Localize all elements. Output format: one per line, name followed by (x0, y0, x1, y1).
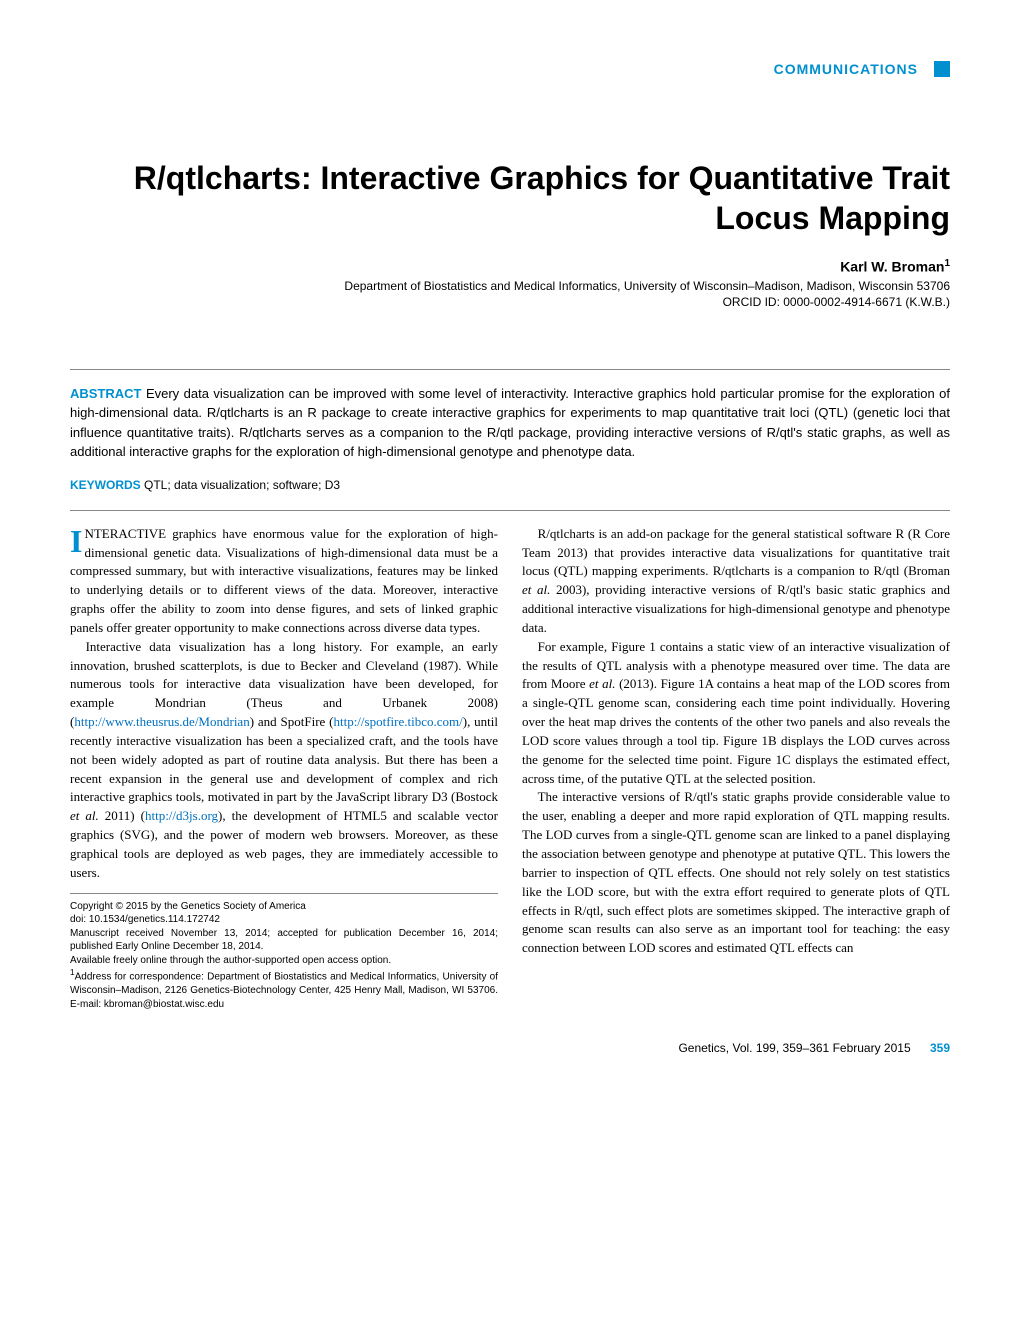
author-sup: 1 (944, 258, 950, 269)
author-name-text: Karl W. Broman (840, 259, 944, 275)
link-d3[interactable]: http://d3js.org (145, 808, 218, 823)
author-name: Karl W. Broman1 (70, 258, 950, 275)
p2-d: 2011) ( (99, 808, 145, 823)
section-square-icon (934, 61, 950, 77)
footnote-doi: doi: 10.1534/genetics.114.172742 (70, 913, 498, 927)
keywords-text: QTL; data visualization; software; D3 (144, 478, 340, 492)
footer-citation: Genetics, Vol. 199, 359–361 February 201… (678, 1041, 910, 1055)
link-spotfire[interactable]: http://spotfire.tibco.com/ (333, 714, 462, 729)
p4-etal: et al. (589, 676, 615, 691)
author-orcid: ORCID ID: 0000-0002-4914-6671 (K.W.B.) (70, 295, 950, 309)
article-title: R/qtlcharts: Interactive Graphics for Qu… (70, 158, 950, 238)
footnotes: Copyright © 2015 by the Genetics Society… (70, 893, 498, 1011)
rule-bottom (70, 510, 950, 511)
keywords-label: KEYWORDS (70, 478, 141, 492)
author-affiliation: Department of Biostatistics and Medical … (70, 279, 950, 293)
footnote-correspondence: 1Address for correspondence: Department … (70, 967, 498, 1011)
abstract: ABSTRACT Every data visualization can be… (70, 384, 950, 462)
p1-text: NTERACTIVE graphics have enormous value … (70, 526, 498, 635)
dropcap: I (70, 525, 84, 555)
body-p1: INTERACTIVE graphics have enormous value… (70, 525, 498, 638)
p4-b: (2013). Figure 1A contains a heat map of… (522, 676, 950, 785)
p2-b: ) and SpotFire ( (250, 714, 334, 729)
footnote-openaccess: Available freely online through the auth… (70, 954, 498, 968)
page-footer: Genetics, Vol. 199, 359–361 February 201… (70, 1041, 950, 1055)
abstract-text: Every data visualization can be improved… (70, 386, 950, 460)
footnote-manuscript: Manuscript received November 13, 2014; a… (70, 927, 498, 954)
link-mondrian[interactable]: http://www.theusrus.de/Mondrian (74, 714, 249, 729)
footnote-corr-text: Address for correspondence: Department o… (70, 972, 498, 1010)
body-columns: INTERACTIVE graphics have enormous value… (70, 525, 950, 1011)
footnote-copyright: Copyright © 2015 by the Genetics Society… (70, 900, 498, 914)
p3-b: 2003), providing interactive versions of… (522, 582, 950, 635)
body-p5: The interactive versions of R/qtl's stat… (522, 788, 950, 958)
body-p3: R/qtlcharts is an add-on package for the… (522, 525, 950, 638)
keywords: KEYWORDS QTL; data visualization; softwa… (70, 478, 950, 492)
body-p4: For example, Figure 1 contains a static … (522, 638, 950, 789)
rule-top (70, 369, 950, 370)
section-header: COMMUNICATIONS (70, 60, 950, 78)
p3-a: R/qtlcharts is an add-on package for the… (522, 526, 950, 579)
abstract-label: ABSTRACT (70, 386, 142, 401)
p3-etal: et al. (522, 582, 550, 597)
p2-etal: et al. (70, 808, 99, 823)
section-label: COMMUNICATIONS (774, 61, 918, 77)
footer-page: 359 (930, 1041, 950, 1055)
body-p2: Interactive data visualization has a lon… (70, 638, 498, 883)
